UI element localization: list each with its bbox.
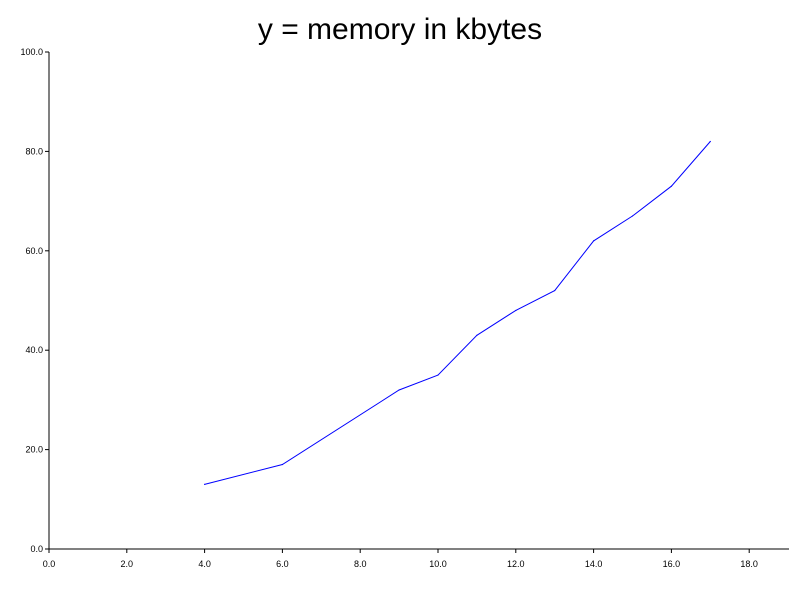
- y-tick-label: 40.0: [25, 345, 43, 355]
- ticks: 0.0 20.0 40.0 60.0 80.0 100.0 0.0 2.0 4.0 6.0 8.0 1…: [20, 47, 757, 569]
- data-point: [398, 389, 400, 391]
- y-tick-label: 60.0: [25, 246, 43, 256]
- y-tick-label: 80.0: [25, 146, 43, 156]
- data-point: [709, 140, 711, 143]
- data-point: [437, 374, 439, 376]
- data-point: [554, 289, 556, 292]
- x-tick-label: 12.0: [507, 559, 525, 569]
- data-point: [593, 240, 595, 242]
- x-tick-label: 18.0: [740, 559, 758, 569]
- data-point: [204, 483, 206, 485]
- x-tick-label: 16.0: [663, 559, 681, 569]
- data-point: [670, 185, 673, 187]
- data-point: [281, 463, 283, 466]
- series-line: [204, 141, 711, 485]
- x-tick-label: 8.0: [354, 559, 367, 569]
- y-tick-label: 100.0: [20, 47, 43, 57]
- x-tick-label: 14.0: [585, 559, 603, 569]
- series-layer: [204, 140, 711, 485]
- y-tick-label: 20.0: [25, 445, 43, 455]
- data-point: [476, 334, 478, 336]
- x-tick-label: 0.0: [43, 559, 56, 569]
- y-tick-label: 0.0: [30, 544, 43, 554]
- x-tick-label: 4.0: [198, 559, 211, 569]
- x-tick-label: 6.0: [276, 559, 289, 569]
- axes: [48, 52, 789, 550]
- chart-title: y = memory in kbytes: [257, 13, 543, 46]
- x-tick-label: 2.0: [121, 559, 134, 569]
- data-point: [631, 215, 634, 217]
- data-point: [515, 309, 517, 312]
- x-tick-label: 10.0: [429, 559, 447, 569]
